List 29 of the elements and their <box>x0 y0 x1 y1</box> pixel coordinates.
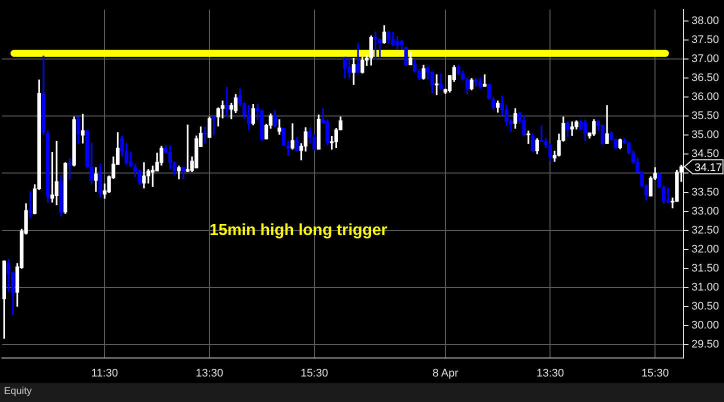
y-tick-label: 33.50 <box>691 186 720 198</box>
text: 34.17 <box>694 162 722 174</box>
y-tick-label: 38.00 <box>691 15 720 28</box>
y-tick-label: 31.50 <box>691 262 720 274</box>
y-tick-label: 36.00 <box>691 91 720 104</box>
y-tick-label: 35.50 <box>691 110 720 122</box>
x-tick-label: 11:30 <box>91 367 118 380</box>
x-tick-label: 13:30 <box>536 367 564 380</box>
y-tick-label: 37.50 <box>691 34 720 46</box>
y-tick-label: 35.00 <box>691 129 720 142</box>
y-tick-label: 34.50 <box>691 148 720 160</box>
candlestick <box>374 32 378 60</box>
y-tick-label: 32.50 <box>691 224 720 236</box>
y-tick-label: 30.50 <box>691 300 720 312</box>
annotation: 15min high long trigger <box>210 222 388 240</box>
y-tick-label: 32.00 <box>691 243 720 256</box>
y-tick-label: 37.00 <box>691 53 720 66</box>
x-tick-label: 15:30 <box>300 367 328 380</box>
candlestick <box>225 86 229 118</box>
y-tick-label: 36.50 <box>691 72 720 84</box>
x-tick-label: 15:30 <box>641 367 669 380</box>
y-tick-label: 31.00 <box>691 281 720 294</box>
y-tick-label: 30.00 <box>691 319 720 332</box>
y-tick-label: 29.50 <box>691 338 720 351</box>
x-tick-label: 13:30 <box>196 367 224 380</box>
y-tick-label: 33.00 <box>691 205 720 218</box>
text: Equity <box>4 386 32 397</box>
candlestick <box>474 78 478 87</box>
x-tick-label: 8 Apr <box>432 367 459 380</box>
